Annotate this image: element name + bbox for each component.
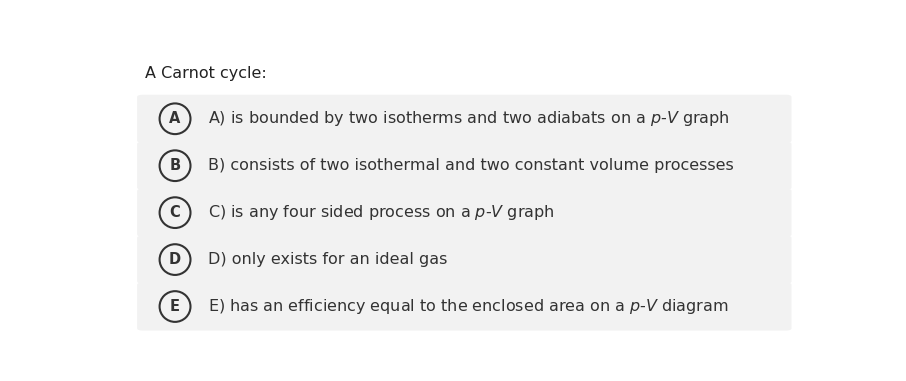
- Text: E) has an efficiency equal to the enclosed area on a $p$-$V$ diagram: E) has an efficiency equal to the enclos…: [208, 297, 728, 316]
- Ellipse shape: [159, 150, 190, 181]
- Ellipse shape: [159, 244, 190, 275]
- FancyBboxPatch shape: [137, 189, 792, 237]
- FancyBboxPatch shape: [137, 142, 792, 190]
- Text: A: A: [169, 111, 180, 126]
- Ellipse shape: [159, 103, 190, 134]
- FancyBboxPatch shape: [137, 95, 792, 143]
- Text: D) only exists for an ideal gas: D) only exists for an ideal gas: [208, 252, 448, 267]
- Text: A) is bounded by two isotherms and two adiabats on a $p$-$V$ graph: A) is bounded by two isotherms and two a…: [208, 109, 729, 128]
- Text: C) is any four sided process on a $p$-$V$ graph: C) is any four sided process on a $p$-$V…: [208, 203, 554, 222]
- Text: A Carnot cycle:: A Carnot cycle:: [145, 66, 266, 81]
- FancyBboxPatch shape: [137, 235, 792, 283]
- Text: B) consists of two isothermal and two constant volume processes: B) consists of two isothermal and two co…: [208, 158, 734, 173]
- Text: E: E: [170, 299, 180, 314]
- Text: D: D: [169, 252, 181, 267]
- Text: C: C: [169, 205, 180, 220]
- FancyBboxPatch shape: [137, 282, 792, 331]
- Text: B: B: [169, 158, 180, 173]
- Ellipse shape: [159, 197, 190, 228]
- Ellipse shape: [159, 291, 190, 322]
